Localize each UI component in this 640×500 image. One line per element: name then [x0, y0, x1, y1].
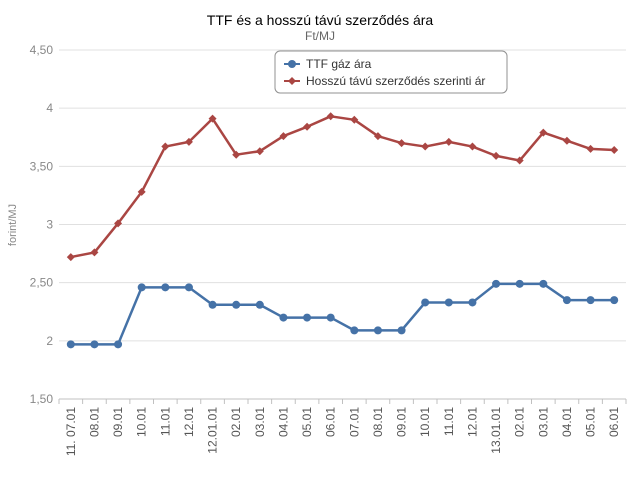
data-point[interactable]: [208, 300, 217, 309]
data-point[interactable]: [373, 326, 382, 335]
series-1: [66, 279, 619, 349]
x-tick-label: 04.01: [560, 407, 574, 437]
data-point[interactable]: [114, 219, 123, 228]
legend-marker: [288, 77, 296, 85]
data-point[interactable]: [444, 137, 453, 146]
data-point[interactable]: [90, 248, 99, 257]
legend-box: [274, 50, 508, 94]
x-tick-label: 03.01: [536, 407, 550, 437]
x-tick-label: 06.01: [607, 407, 621, 437]
x-tick-label: 12.01: [465, 407, 479, 437]
data-point[interactable]: [586, 296, 595, 305]
data-point[interactable]: [492, 279, 501, 288]
series-line: [70, 282, 615, 346]
data-point[interactable]: [610, 296, 619, 305]
data-point[interactable]: [421, 142, 430, 151]
x-tick-label: 09.01: [395, 407, 409, 437]
y-tick-label: 4: [46, 101, 53, 115]
x-tick-label: 08.01: [371, 407, 385, 437]
data-point[interactable]: [184, 137, 193, 146]
y-tick-label: 4,50: [30, 43, 54, 57]
legend-marker: [288, 60, 296, 68]
data-point[interactable]: [66, 253, 75, 262]
x-tick-label: 05.01: [584, 407, 598, 437]
data-point[interactable]: [161, 283, 170, 292]
data-point[interactable]: [161, 142, 170, 151]
data-point[interactable]: [114, 340, 123, 349]
grid: [59, 49, 626, 400]
y-axis-label: forint/MJ: [7, 204, 19, 246]
legend-item[interactable]: TTF gáz ára: [284, 57, 372, 71]
legend-label: Hosszú távú szerződés szerinti ár: [306, 74, 485, 88]
series-2: [66, 112, 619, 262]
data-point[interactable]: [350, 326, 359, 335]
x-tick-label: 05.01: [300, 407, 314, 437]
data-point[interactable]: [232, 150, 241, 159]
data-point[interactable]: [610, 146, 619, 155]
x-tick-label: 11.01: [442, 407, 456, 436]
data-point[interactable]: [255, 300, 264, 309]
data-point[interactable]: [326, 112, 335, 121]
data-point[interactable]: [66, 340, 75, 349]
x-tick-label: 11.01: [158, 407, 172, 436]
x-tick-label: 03.01: [253, 407, 267, 437]
y-tick-label: 2,50: [30, 276, 54, 290]
data-point[interactable]: [562, 296, 571, 305]
data-point[interactable]: [373, 132, 382, 141]
data-point[interactable]: [232, 300, 241, 309]
x-tick-label: 08.01: [87, 407, 101, 437]
series-group: [66, 112, 619, 349]
y-tick-label: 1,50: [30, 392, 54, 406]
data-point[interactable]: [539, 128, 548, 137]
axes: 1,50 2 2,50 3 3,50 4 4,50 11. 07.01 08.01 09.01 10…: [30, 43, 627, 456]
data-point[interactable]: [137, 187, 146, 196]
x-tick-label: 07.01: [347, 407, 361, 437]
x-tick-label: 04.01: [276, 407, 290, 437]
data-point[interactable]: [539, 279, 548, 288]
data-point[interactable]: [90, 340, 99, 349]
data-point[interactable]: [562, 136, 571, 145]
data-point[interactable]: [444, 298, 453, 307]
x-tick-label: 12.01.01: [206, 407, 220, 454]
y-tick-label: 3: [46, 218, 53, 232]
x-tick-label: 10.01: [135, 407, 149, 437]
data-point[interactable]: [184, 283, 193, 292]
data-point[interactable]: [303, 313, 312, 322]
data-point[interactable]: [279, 132, 288, 141]
data-point[interactable]: [279, 313, 288, 322]
legend-label: TTF gáz ára: [306, 57, 372, 71]
y-tick-label: 2: [46, 334, 53, 348]
x-tick-label: 02.01: [229, 407, 243, 437]
data-point[interactable]: [303, 122, 312, 131]
data-point[interactable]: [326, 313, 335, 322]
data-point[interactable]: [137, 283, 146, 292]
x-tick-label: 06.01: [324, 407, 338, 437]
x-tick-label: 02.01: [513, 407, 527, 437]
x-tick-label: 10.01: [418, 407, 432, 437]
data-point[interactable]: [255, 147, 264, 156]
data-point[interactable]: [397, 326, 406, 335]
data-point[interactable]: [421, 298, 430, 307]
data-point[interactable]: [468, 142, 477, 151]
x-tick-label: 11. 07.01: [64, 407, 78, 456]
y-tick-label: 3,50: [30, 159, 54, 173]
data-point[interactable]: [397, 139, 406, 148]
data-point[interactable]: [208, 114, 217, 123]
data-point[interactable]: [586, 144, 595, 153]
x-tick-label: 12.01: [182, 407, 196, 437]
data-point[interactable]: [492, 151, 501, 160]
chart-title: TTF és a hosszú távú szerződés ára: [207, 12, 434, 28]
chart-subtitle: Ft/MJ: [305, 29, 335, 43]
x-tick-label: 09.01: [111, 407, 125, 437]
series-line: [70, 115, 615, 259]
data-point[interactable]: [468, 298, 477, 307]
data-point[interactable]: [350, 115, 359, 124]
data-point[interactable]: [515, 156, 524, 165]
x-tick-label: 13.01.01: [489, 407, 503, 454]
legend-item[interactable]: Hosszú távú szerződés szerinti ár: [284, 74, 485, 88]
legend[interactable]: TTF gáz ára Hosszú távú szerződés szerint…: [274, 50, 508, 94]
data-point[interactable]: [515, 279, 524, 288]
